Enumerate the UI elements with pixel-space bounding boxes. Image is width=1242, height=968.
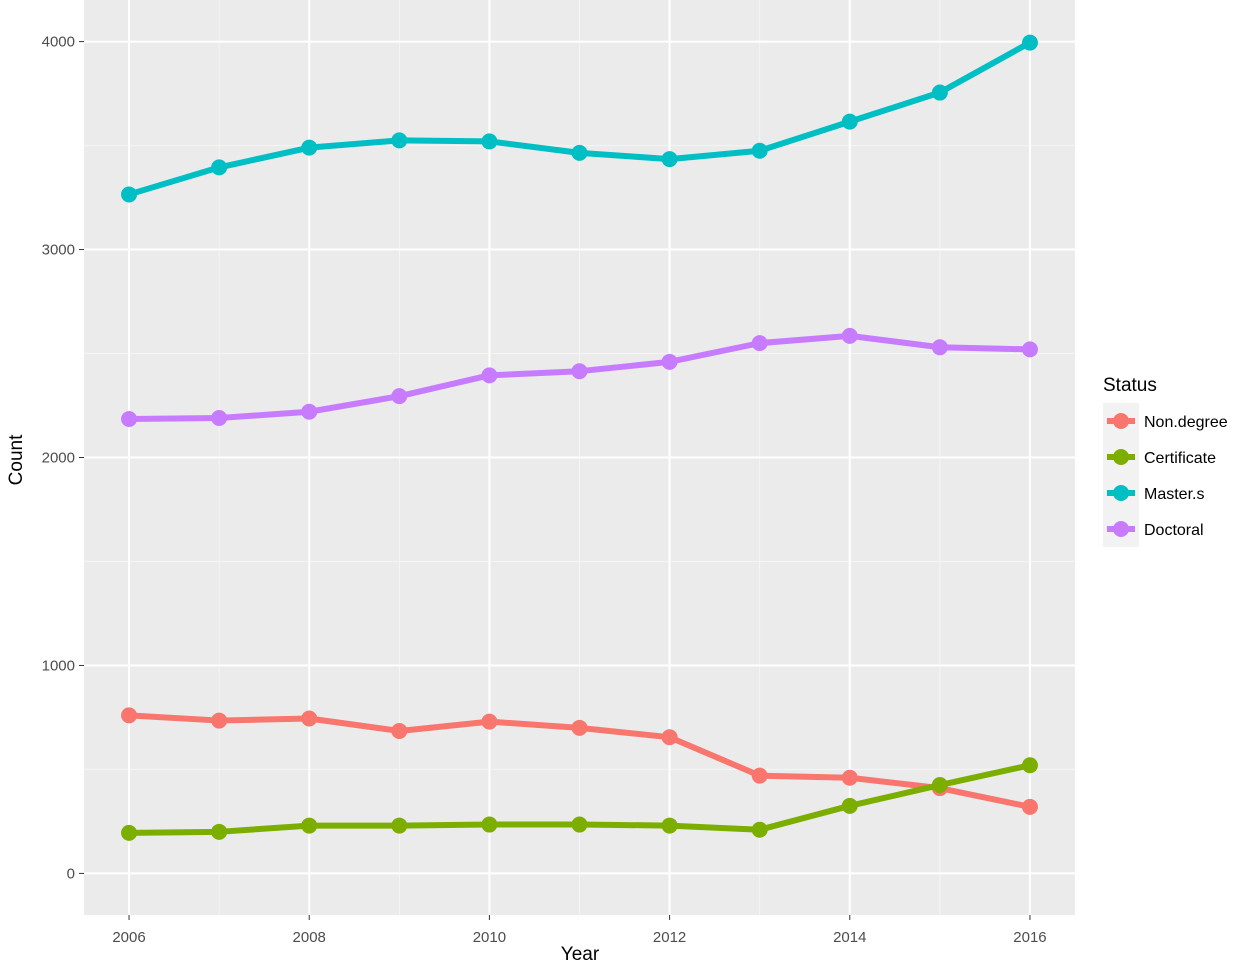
y-axis-title: Count [6, 434, 27, 485]
data-point [751, 767, 768, 784]
x-axis-ticks: 2006 2008 2010 2012 2014 2016 [112, 915, 1047, 946]
x-tick-label: 2008 [293, 929, 326, 946]
legend-key-point [1113, 485, 1129, 501]
x-axis-title: Year [561, 944, 600, 965]
data-point [301, 817, 318, 834]
data-point [1021, 798, 1038, 815]
data-point [841, 797, 858, 814]
legend: Status Non.degree Certificate Master.s Doct… [1103, 375, 1228, 547]
data-point [301, 139, 318, 156]
data-point [661, 729, 678, 746]
legend-title: Status [1103, 375, 1157, 396]
data-point [121, 824, 138, 841]
data-point [661, 817, 678, 834]
x-tick-label: 2010 [473, 929, 506, 946]
data-point [391, 132, 408, 149]
legend-key-point [1113, 413, 1129, 429]
data-point [841, 113, 858, 130]
y-tick-label: 2000 [42, 450, 75, 467]
data-point [301, 403, 318, 420]
data-point [301, 710, 318, 727]
data-point [571, 816, 588, 833]
data-point [931, 84, 948, 101]
legend-label: Master.s [1144, 486, 1204, 503]
legend-label: Doctoral [1144, 522, 1204, 539]
data-point [661, 353, 678, 370]
data-point [211, 409, 228, 426]
legend-key-point [1113, 521, 1129, 537]
data-point [931, 339, 948, 356]
data-point [841, 327, 858, 344]
data-point [751, 821, 768, 838]
data-point [481, 713, 498, 730]
data-point [391, 388, 408, 405]
data-point [391, 722, 408, 739]
legend-key-point [1113, 449, 1129, 465]
legend-label: Certificate [1144, 450, 1216, 467]
y-tick-label: 1000 [42, 657, 75, 674]
data-point [661, 151, 678, 168]
legend-label: Non.degree [1144, 414, 1228, 431]
data-point [481, 133, 498, 150]
data-point [211, 712, 228, 729]
data-point [1021, 34, 1038, 51]
data-point [1021, 757, 1038, 774]
series-layer [121, 34, 1038, 841]
data-point [931, 777, 948, 794]
data-point [571, 719, 588, 736]
y-axis-ticks: 0 1000 2000 3000 4000 [42, 34, 84, 882]
y-tick-label: 3000 [42, 242, 75, 259]
x-tick-label: 2012 [653, 929, 686, 946]
x-tick-label: 2014 [833, 929, 866, 946]
data-point [481, 367, 498, 384]
data-point [841, 769, 858, 786]
data-point [391, 817, 408, 834]
data-point [751, 335, 768, 352]
x-tick-label: 2006 [112, 929, 145, 946]
data-point [1021, 341, 1038, 358]
data-point [751, 142, 768, 159]
data-point [211, 823, 228, 840]
data-point [481, 816, 498, 833]
data-point [571, 144, 588, 161]
y-tick-label: 4000 [42, 34, 75, 51]
data-point [211, 159, 228, 176]
data-point [121, 186, 138, 203]
y-tick-label: 0 [67, 865, 75, 882]
x-tick-label: 2016 [1013, 929, 1046, 946]
data-point [121, 411, 138, 428]
data-point [121, 707, 138, 724]
data-point [571, 363, 588, 380]
